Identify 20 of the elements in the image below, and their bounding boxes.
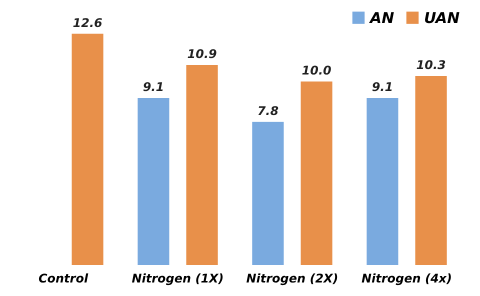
bar: [300, 81, 332, 265]
bar: [366, 98, 398, 265]
bar: [72, 34, 104, 265]
data-label: 9.1: [372, 80, 394, 94]
x-tick-label: Control: [38, 272, 89, 286]
data-label: 10.0: [302, 63, 332, 78]
data-label: 7.8: [257, 104, 279, 118]
legend-label: AN: [369, 8, 395, 27]
data-label: 10.9: [187, 46, 217, 61]
data-label: 10.3: [416, 58, 446, 72]
x-tick-label: Nitrogen (2X): [246, 272, 338, 286]
x-tick-label: Nitrogen (1X): [132, 272, 224, 286]
bar: [252, 122, 284, 265]
bar: [415, 76, 447, 265]
bar: [138, 98, 170, 265]
x-tick-label: Nitrogen (4x): [361, 272, 452, 286]
bar: [186, 64, 218, 265]
legend-label: UAN: [424, 8, 460, 27]
data-label: 9.1: [142, 80, 164, 94]
data-label: 12.6: [72, 16, 102, 30]
